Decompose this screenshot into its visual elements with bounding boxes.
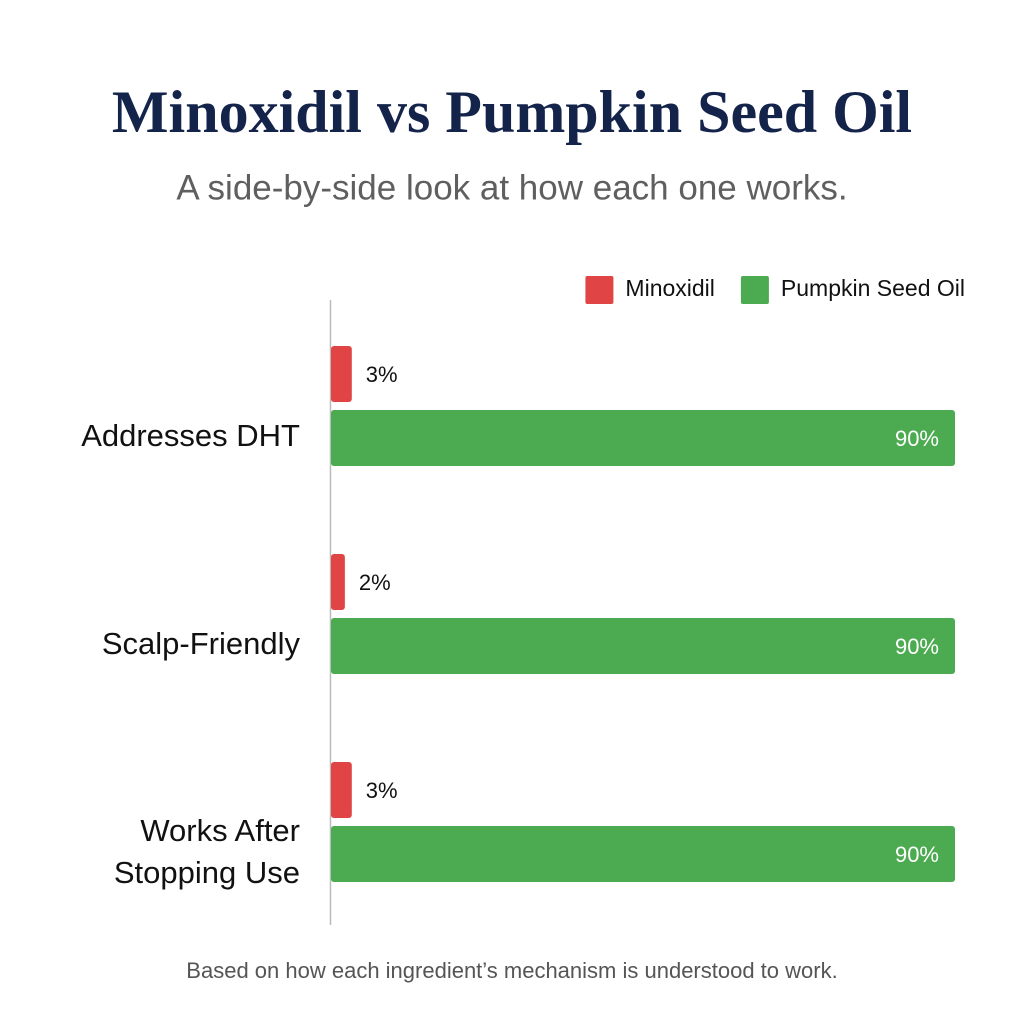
value-label: 90% <box>895 842 939 867</box>
category-label: Works After Stopping Use <box>113 813 300 890</box>
bar <box>331 826 955 882</box>
bar <box>331 762 352 818</box>
category-label: Scalp-Friendly <box>101 626 300 661</box>
chart-subtitle: A side-by-side look at how each one work… <box>176 168 847 207</box>
legend-label: Minoxidil <box>625 275 714 301</box>
bar <box>331 410 955 466</box>
value-label: 3% <box>366 362 398 387</box>
footnote: Based on how each ingredient’s mechanism… <box>186 958 837 983</box>
legend-label: Pumpkin Seed Oil <box>781 275 965 301</box>
value-label: 2% <box>359 570 391 595</box>
legend-swatch <box>740 276 769 304</box>
value-label: 90% <box>895 634 939 659</box>
chart-title: Minoxidil vs Pumpkin Seed Oil <box>112 79 912 145</box>
value-label: 90% <box>895 426 939 451</box>
legend-swatch <box>585 276 614 304</box>
bar <box>331 618 955 674</box>
category-label: Addresses DHT <box>81 418 300 453</box>
bar <box>331 554 345 610</box>
bar <box>331 346 352 402</box>
value-label: 3% <box>366 778 398 803</box>
